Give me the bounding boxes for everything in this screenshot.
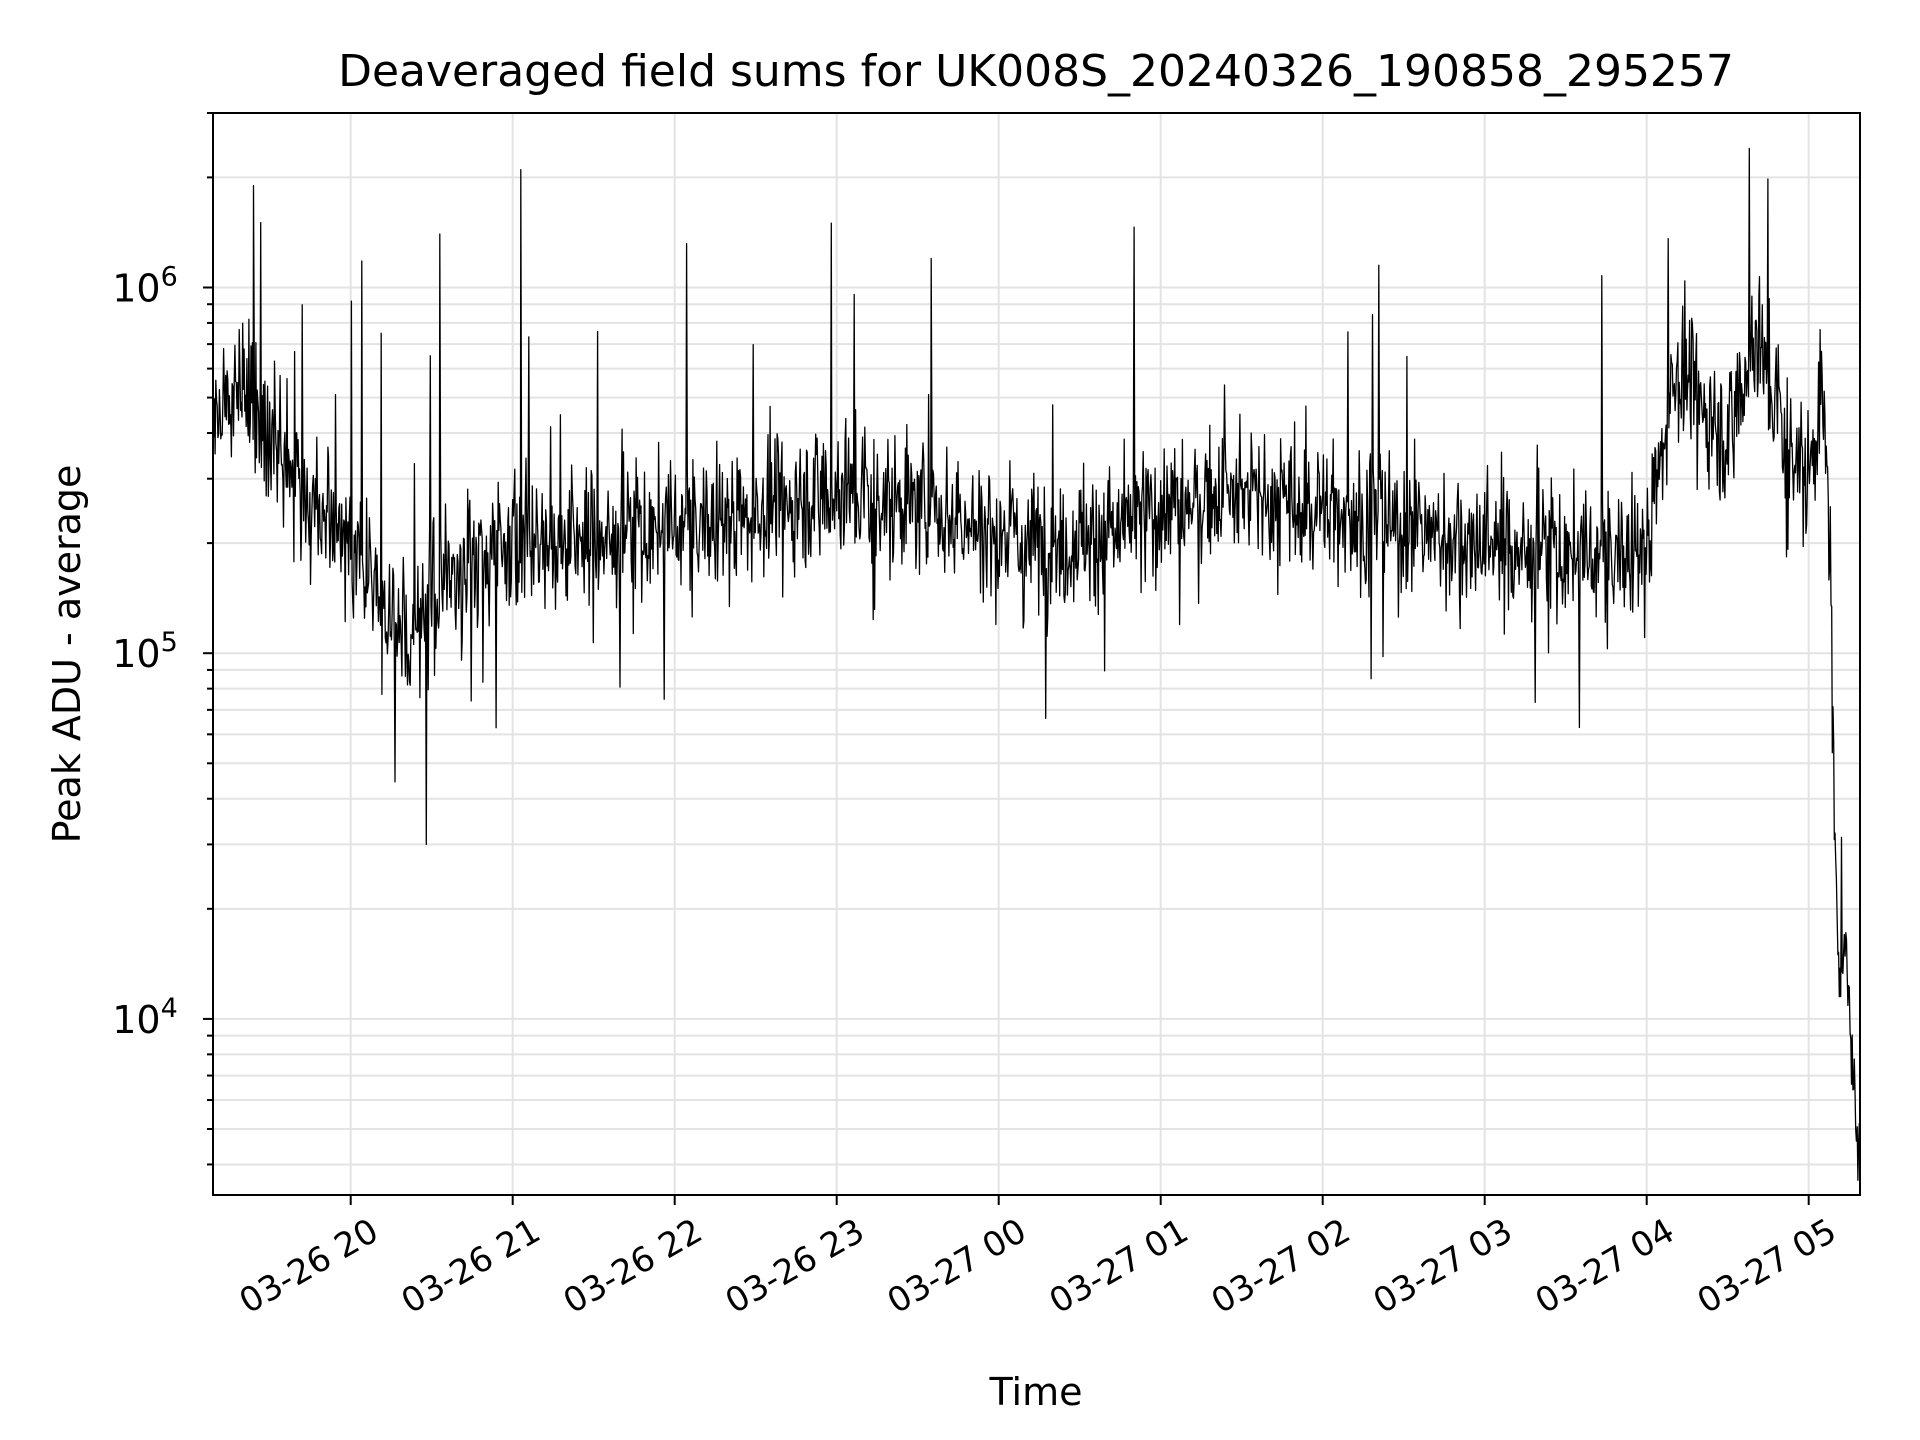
chart-title: Deaveraged field sums for UK008S_2024032… — [338, 46, 1734, 97]
y-tick-label: 106 — [112, 261, 178, 310]
y-tick-label: 104 — [112, 993, 178, 1042]
y-axis: 104 105 106 — [112, 112, 213, 1166]
y-tick-label: 105 — [112, 627, 178, 676]
x-axis-label: Time — [989, 1370, 1083, 1414]
series-group — [212, 147, 1861, 1181]
y-axis-label: Peak ADU - average — [45, 465, 89, 844]
series-line — [212, 147, 1861, 1181]
grid — [213, 112, 1860, 1195]
